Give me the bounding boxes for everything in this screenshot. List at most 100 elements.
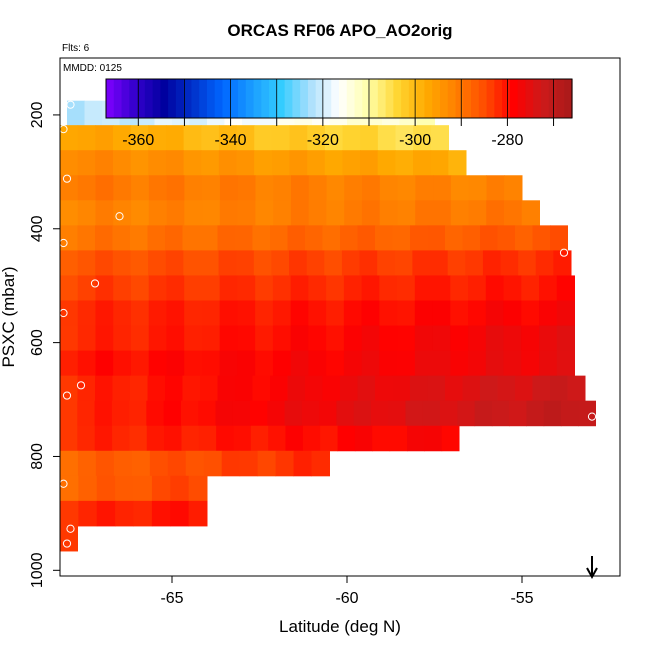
heatmap-cell [414,275,434,301]
heatmap-cell [397,200,416,226]
heatmap-cell [357,225,376,251]
heatmap-cell [287,375,306,402]
colorbar-segment [455,79,464,118]
colorbar-tick-label: -340 [215,132,247,149]
heatmap-cell [406,425,425,452]
heatmap-cell [415,200,434,226]
heatmap-cell [77,300,96,327]
heatmap-cell [148,250,167,276]
y-axis: 200 400 600 800 1000 [29,101,60,588]
heatmap-cell [184,200,203,226]
colorbar-segment [517,79,526,118]
heatmap-cell [184,325,203,352]
heatmap-cell [180,400,199,427]
heatmap-cell [77,125,96,151]
heatmap-cell [148,325,167,352]
observation-point [76,381,86,390]
heatmap-cell [291,175,310,201]
heatmap-cell [268,425,287,452]
heatmap-cell [322,225,341,251]
heatmap-cell [308,350,327,377]
heatmap-cell [395,150,414,176]
colorbar-segment [284,79,293,118]
heatmap-cell [170,475,190,502]
heatmap-cell [113,175,132,201]
heatmap-cell [112,225,131,251]
heatmap-cell [450,275,469,301]
y-tick-label: 200 [29,101,46,128]
heatmap-cell [164,425,182,452]
colorbar-segment [432,79,441,118]
heatmap-cell [130,375,148,402]
heatmap-cell [200,250,220,276]
colorbar-segment [222,79,231,118]
heatmap-cell [289,150,308,176]
heatmap-cell [236,150,255,176]
heatmap-cell [509,400,527,427]
heatmap-cell [77,425,96,452]
heatmap-cell [201,275,221,301]
heatmap-cell [184,275,203,301]
heatmap-cell [432,200,452,226]
heatmap-cell [203,450,223,477]
heatmap-cell [372,425,391,452]
heatmap-cell [413,125,432,151]
colorbar-segment [245,79,255,118]
heatmap-cell [166,325,185,352]
heatmap-cell [326,300,345,327]
colorbar-segment [261,79,270,118]
heatmap-cell [389,425,408,452]
colorbar-segment [253,79,262,118]
heatmap-cell [253,250,272,276]
heatmap-cell [166,275,185,301]
y-tick-label: 400 [29,215,46,242]
heatmap-cell [375,375,393,402]
heatmap-cell [342,150,361,176]
heatmap-cell [201,125,220,151]
heatmap-cell [342,125,361,151]
heatmap-cell [130,350,150,377]
heatmap-cell [60,350,79,377]
heatmap-cell [432,350,451,377]
heatmap-cell [440,400,458,427]
heatmap-cell [532,225,551,251]
colorbar-segment [548,79,558,118]
observation-point [559,248,569,257]
heatmap-cell [67,100,85,126]
heatmap-cell [130,300,150,327]
observation-point [66,100,75,109]
heatmap-cell [343,300,363,327]
heatmap-cell [148,125,167,151]
heatmap-cell [326,275,345,301]
heatmap-cell [394,250,413,276]
colorbar-segment [106,79,115,118]
heatmap-cell [388,400,406,427]
heatmap-cell [353,400,372,427]
heatmap-cell [340,225,358,251]
heatmap-cell [252,225,271,251]
heatmap-cell [379,300,398,327]
heatmap-cell [146,400,165,427]
heatmap-cell [290,325,309,352]
heatmap-cell [543,400,562,427]
heatmap-cell [60,425,78,452]
heatmap-cell [221,450,241,477]
heatmap-cell [486,175,505,201]
heatmap-cell [311,450,330,477]
heatmap-cell [78,475,98,502]
heatmap-cell [255,275,274,301]
heatmap-cell [273,175,292,201]
y-tick-label: 600 [29,329,46,356]
heatmap-cell [219,325,238,352]
colorbar-segment [276,79,286,118]
heatmap-cell [60,150,79,176]
heatmap-cell [165,375,183,402]
heatmap-cell [482,250,502,276]
heatmap-cell [360,125,379,151]
heatmap-cell [129,425,148,452]
heatmap-cell [273,200,292,226]
heatmap-cell [465,250,484,276]
heatmap-cell [362,175,381,201]
heatmap-cell [201,325,221,352]
heatmap-cell [250,400,268,427]
